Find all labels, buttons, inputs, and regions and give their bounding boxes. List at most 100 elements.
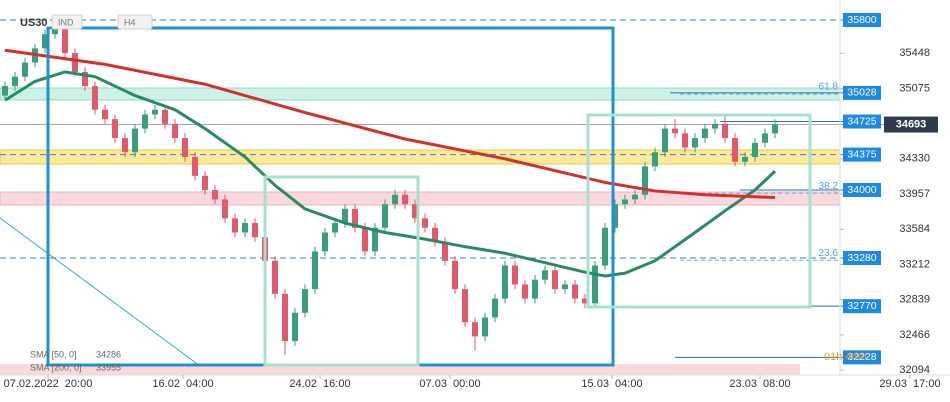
market: IND <box>58 17 74 27</box>
legend-value: 33955 <box>96 362 121 372</box>
y-tick-label: 33212 <box>899 258 930 270</box>
candle-body <box>162 109 168 124</box>
candle-body <box>172 123 178 139</box>
level-label-box <box>843 183 881 198</box>
candle-body <box>252 223 258 238</box>
candle-body <box>532 279 538 299</box>
candle-body <box>422 218 428 228</box>
candle-body <box>202 175 208 191</box>
x-tick-label: 24.02 16:00 <box>289 378 350 390</box>
trend-line <box>0 217 201 367</box>
candle-body <box>22 62 28 77</box>
consolidation-box <box>263 175 420 367</box>
fib-label: 23.6 <box>819 248 839 259</box>
candle-body <box>442 241 448 261</box>
candle-body <box>752 142 758 157</box>
candle-body <box>192 156 198 176</box>
candle-body <box>182 138 188 157</box>
level-label-box <box>843 250 881 265</box>
market-box[interactable] <box>51 14 83 30</box>
consolidation-box <box>586 113 812 309</box>
candle-body <box>652 152 658 167</box>
candle-body <box>702 128 708 139</box>
x-tick-label: 16.02 04:00 <box>152 378 213 390</box>
candle-body <box>722 123 728 139</box>
candle-body <box>292 312 298 342</box>
level-label: 34000 <box>847 184 876 196</box>
level-label: 33280 <box>847 252 876 264</box>
y-tick-label: 33584 <box>899 223 930 235</box>
candle-body <box>82 71 88 87</box>
candle-body <box>592 265 598 304</box>
candle-body <box>142 114 148 129</box>
legend: SMA [50, 0] 34286 SMA [200, 0] 33955 <box>30 349 121 372</box>
candle-body <box>632 194 638 200</box>
candle-body <box>102 109 108 120</box>
legend-name: SMA [50, 0] <box>30 349 77 359</box>
candle-body <box>312 251 318 290</box>
candle-body <box>122 138 128 153</box>
level-label-box <box>843 114 881 129</box>
sma-line <box>4 48 776 200</box>
candle-body <box>742 156 748 162</box>
candle-body <box>232 218 238 233</box>
candle-body <box>392 194 398 205</box>
fib-label: 38.2 <box>819 181 839 192</box>
current-price-box <box>884 116 938 133</box>
candles <box>2 24 778 356</box>
candle-body <box>502 265 508 299</box>
level-label: 32770 <box>847 300 876 312</box>
sma-line <box>4 70 777 278</box>
level-label-box <box>843 85 881 100</box>
y-tick-label: 35448 <box>899 47 930 59</box>
current-price-label: 34693 <box>896 118 927 130</box>
y-tick-label: 32466 <box>899 329 930 341</box>
level-label: 34375 <box>847 148 876 160</box>
candle-body <box>352 208 358 228</box>
candle-body <box>552 270 558 290</box>
candle-body <box>512 265 518 285</box>
zone-support-low <box>0 364 800 375</box>
y-tick-label: 33957 <box>899 188 930 200</box>
candle-body <box>222 199 228 219</box>
candle-body <box>242 223 248 233</box>
candle-body <box>562 284 568 290</box>
level-label: 35028 <box>847 87 876 99</box>
level-label-box <box>843 299 881 314</box>
candle-body <box>402 194 408 205</box>
candle-body <box>762 133 768 143</box>
candle-body <box>212 190 218 200</box>
level-label-box <box>843 13 881 28</box>
fib-label: 61.8 <box>819 82 839 93</box>
timeframe-box[interactable] <box>117 14 153 30</box>
candle-body <box>12 76 18 87</box>
candle-body <box>112 119 118 139</box>
legend-value: 34286 <box>96 349 121 359</box>
candle-body <box>732 138 738 162</box>
candle-body <box>62 29 68 54</box>
y-tick-label: 32839 <box>899 294 930 306</box>
candle-body <box>2 86 8 96</box>
candle-body <box>602 227 608 266</box>
candle-body <box>482 317 488 337</box>
level-label-box <box>843 147 881 162</box>
candle-body <box>492 298 498 318</box>
candle-body <box>772 124 778 134</box>
candle-body <box>342 208 348 224</box>
candle-body <box>332 223 338 233</box>
candle-body <box>382 204 388 228</box>
countdown: 01h 44m <box>824 351 867 363</box>
x-tick-label: 23.03 08:00 <box>729 378 790 390</box>
candle-body <box>52 29 58 35</box>
candle-body <box>522 284 528 299</box>
candle-body <box>452 260 458 290</box>
candle-body <box>282 293 288 342</box>
candle-body <box>322 232 328 252</box>
candle-body <box>412 204 418 219</box>
level-label: 35800 <box>847 14 876 26</box>
level-label: 34725 <box>847 115 876 127</box>
candle-body <box>572 284 578 299</box>
candle-body <box>92 86 98 110</box>
candle-body <box>302 289 308 313</box>
